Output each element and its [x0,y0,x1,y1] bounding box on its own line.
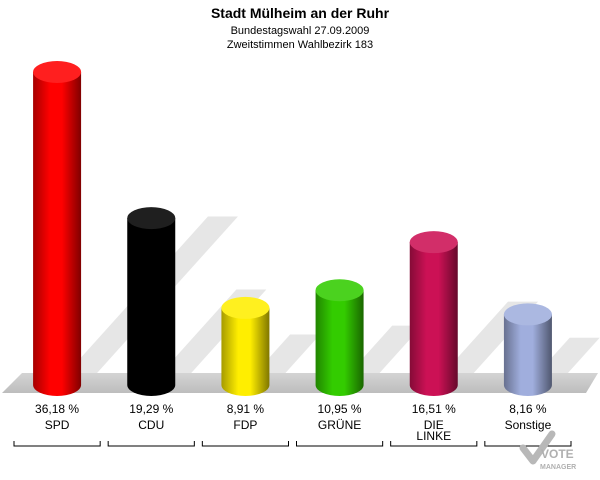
value-label: 36,18 % [35,402,79,416]
bar-shadow [255,334,321,373]
bar-die-linke [409,231,458,396]
category-bracket [107,441,195,447]
chart-subtitle-2: Zweitstimmen Wahlbezirk 183 [227,39,373,51]
category-bracket [484,441,572,447]
bar-body [503,314,552,396]
vote-manager-logo: VOTE MANAGER [519,430,576,471]
bar-gr-ne [315,279,364,396]
checkmark-icon [519,430,556,465]
category-bracket [296,441,384,447]
category-bracket [13,441,101,447]
bar-shadow [537,337,600,373]
category-label: FDP [233,418,257,432]
chart-subtitle: Bundestagswahl 27.09.2009 [231,25,370,37]
bar-top [503,303,552,326]
bar-body [221,307,270,396]
category-label: LINKE [416,429,451,443]
category-label: CDU [138,418,164,432]
value-label: 8,16 % [509,402,547,416]
logo-text-vote: VOTE [541,447,574,461]
bar-top [127,207,176,230]
category-label: SPD [45,418,70,432]
bars [33,61,552,396]
category-bracket [390,441,478,447]
value-label: 10,95 % [318,402,362,416]
value-label: 19,29 % [129,402,173,416]
category-brackets [13,441,572,447]
category-label: DIE [424,418,444,432]
logo-text-manager: MANAGER [540,464,576,471]
category-bracket [201,441,289,447]
value-label: 8,91 % [227,402,265,416]
bar-cdu [127,207,176,396]
chart-title: Stadt Mülheim an der Ruhr [211,5,390,21]
category-label: GRÜNE [318,418,361,432]
bar-spd [33,61,82,396]
bar-top [409,231,458,254]
bar-fdp [221,296,270,396]
bar-top [221,296,270,319]
bar-body [33,72,82,396]
bar-body [315,290,364,396]
bar-sonstige [503,303,552,396]
value-label: 16,51 % [412,402,456,416]
bar-top [33,61,82,83]
bar-body [409,242,458,396]
bar-body [127,218,176,396]
bar-top [315,279,364,302]
bar-shadow [349,325,423,373]
value-labels: 36,18 % 19,29 % 8,91 % 10,95 % 16,51 % 8,16 % [35,402,547,416]
category-label: Sonstige [505,418,552,432]
